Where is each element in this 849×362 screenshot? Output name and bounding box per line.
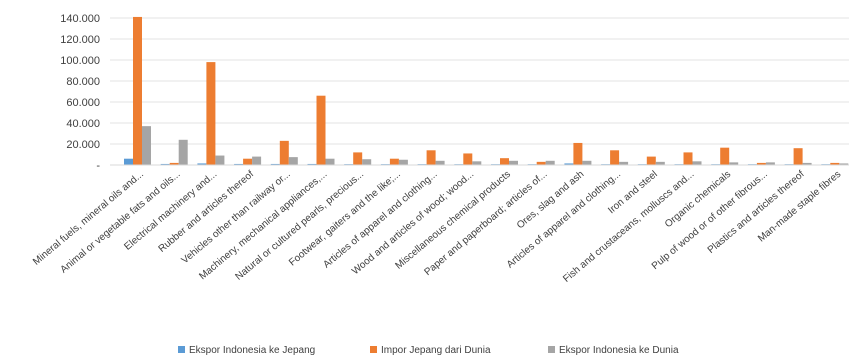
- bar: [215, 155, 225, 165]
- y-axis: 140.000 120.000 100.000 80.000 60.000 40.000 2…: [60, 13, 100, 172]
- bar: [270, 163, 280, 165]
- bar: [288, 157, 298, 165]
- bar: [197, 163, 207, 165]
- bar: [619, 161, 629, 165]
- y-tick-label: 100.000: [60, 55, 100, 67]
- bar: [463, 153, 473, 165]
- y-tick-label: 140.000: [60, 13, 100, 25]
- gridlines: [110, 17, 849, 145]
- y-tick-label: -: [96, 160, 100, 172]
- bar: [692, 161, 702, 165]
- bar: [426, 150, 436, 165]
- bar: [160, 163, 170, 165]
- bar: [545, 160, 555, 165]
- bar: [398, 159, 408, 165]
- bar: [756, 162, 766, 165]
- bar: [353, 152, 363, 165]
- bar: [234, 163, 244, 165]
- legend: Ekspor Indonesia ke Jepang Impor Jepang d…: [178, 345, 679, 356]
- bar: [765, 162, 775, 165]
- legend-label: Ekspor Indonesia ke Dunia: [559, 345, 679, 356]
- y-tick-label: 120.000: [60, 34, 100, 46]
- bar: [362, 159, 372, 165]
- bar: [279, 140, 289, 165]
- bar: [573, 142, 583, 165]
- bar: [536, 161, 546, 165]
- bar: [124, 158, 133, 165]
- bar: [683, 152, 693, 165]
- x-axis-labels: Mineral fuels, mineral oils and...Animal…: [31, 169, 843, 285]
- x-tick-label: Ores, slag and ash: [515, 169, 586, 231]
- legend-label: Ekspor Indonesia ke Jepang: [189, 345, 315, 356]
- bar: [307, 163, 317, 165]
- bars: [124, 16, 849, 166]
- bar: [169, 162, 179, 165]
- bar: [655, 161, 665, 165]
- x-tick-label: Organic chemicals: [663, 169, 733, 230]
- bar: [509, 160, 518, 165]
- y-tick-label: 20.000: [66, 139, 100, 151]
- x-tick-label: Fish and crustaceans, molluscs and...: [561, 169, 696, 285]
- bar: [325, 158, 335, 165]
- legend-swatch: [370, 346, 377, 353]
- bar: [839, 163, 849, 165]
- bar: [646, 156, 656, 165]
- bar: [252, 156, 262, 165]
- bar: [435, 160, 445, 165]
- bar: [830, 162, 840, 165]
- bar: [472, 161, 482, 165]
- y-tick-label: 40.000: [66, 118, 100, 130]
- bar: [564, 163, 574, 165]
- bar: [720, 147, 730, 165]
- bar: [500, 158, 509, 165]
- legend-swatch: [548, 346, 555, 353]
- legend-swatch: [178, 346, 185, 353]
- bar: [729, 162, 739, 165]
- bar: [802, 162, 812, 165]
- bar: [133, 16, 142, 166]
- legend-label: Impor Jepang dari Dunia: [381, 345, 491, 356]
- y-tick-label: 80.000: [66, 76, 100, 88]
- bar: [610, 150, 620, 165]
- bar: [178, 139, 188, 165]
- bar: [316, 95, 326, 165]
- bar: [389, 158, 399, 165]
- y-tick-label: 60.000: [66, 97, 100, 109]
- bar: [243, 158, 253, 165]
- bar: [142, 126, 151, 165]
- bar: [582, 160, 592, 165]
- bar: [206, 62, 216, 165]
- bar: [793, 148, 803, 165]
